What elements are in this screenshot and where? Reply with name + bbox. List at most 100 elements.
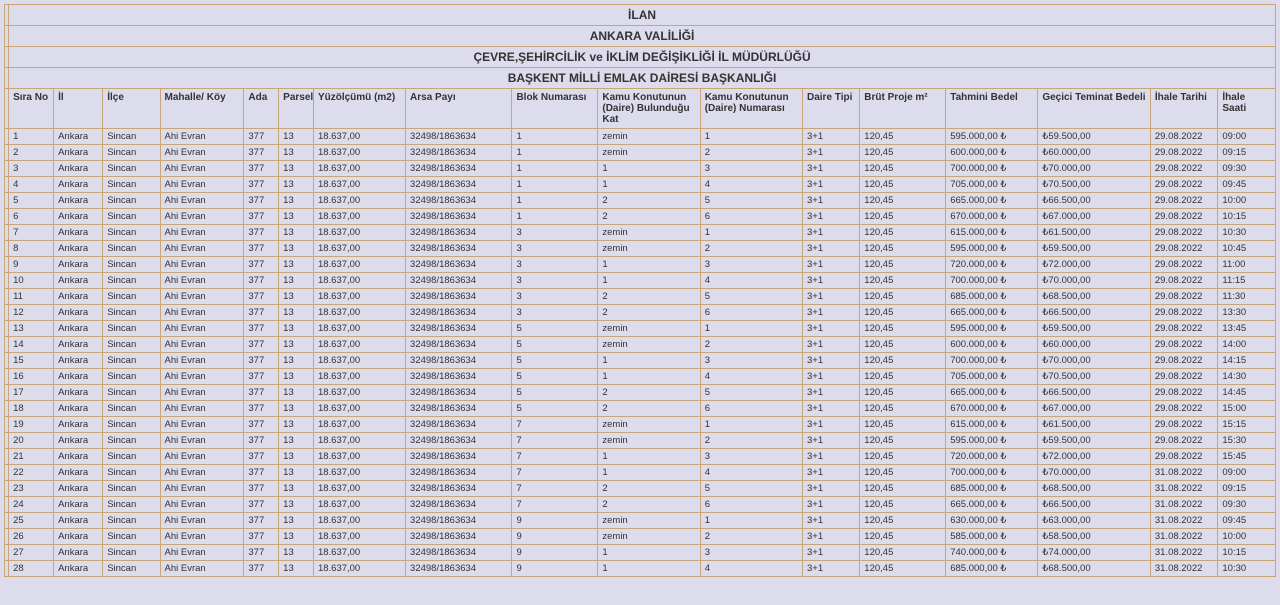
table-row: 26AnkaraSincanAhi Evran3771318.637,00324…	[5, 529, 1276, 545]
kat: 1	[598, 177, 700, 193]
sira-no: 9	[9, 257, 54, 273]
column-header: Yüzölçümü (m2)	[313, 89, 405, 129]
tarih: 31.08.2022	[1150, 465, 1218, 481]
sira-no: 19	[9, 417, 54, 433]
il: Ankara	[54, 561, 103, 577]
tarih: 29.08.2022	[1150, 321, 1218, 337]
teminat: ₺68.500,00	[1038, 289, 1151, 305]
saat: 10:00	[1218, 529, 1276, 545]
sira-no: 22	[9, 465, 54, 481]
il: Ankara	[54, 497, 103, 513]
sira-no: 15	[9, 353, 54, 369]
saat: 10:30	[1218, 561, 1276, 577]
teminat: ₺70.500,00	[1038, 369, 1151, 385]
arsa-payi: 32498/1863634	[406, 225, 512, 241]
title-row: İLAN	[5, 5, 1276, 26]
yuzolcumu: 18.637,00	[313, 481, 405, 497]
teminat: ₺63.000,00	[1038, 513, 1151, 529]
sira-no: 27	[9, 545, 54, 561]
daire-tipi: 3+1	[803, 305, 860, 321]
arsa-payi: 32498/1863634	[406, 209, 512, 225]
brut: 120,45	[860, 545, 946, 561]
teminat: ₺60.000,00	[1038, 145, 1151, 161]
parsel: 13	[279, 129, 314, 145]
brut: 120,45	[860, 433, 946, 449]
tahmini-bedel: 720.000,00 ₺	[946, 449, 1038, 465]
il: Ankara	[54, 513, 103, 529]
arsa-payi: 32498/1863634	[406, 401, 512, 417]
tarih: 29.08.2022	[1150, 337, 1218, 353]
yuzolcumu: 18.637,00	[313, 145, 405, 161]
saat: 10:15	[1218, 545, 1276, 561]
sira-no: 28	[9, 561, 54, 577]
mahalle: Ahi Evran	[160, 145, 244, 161]
parsel: 13	[279, 561, 314, 577]
sira-no: 7	[9, 225, 54, 241]
table-row: 9AnkaraSincanAhi Evran3771318.637,003249…	[5, 257, 1276, 273]
saat: 10:45	[1218, 241, 1276, 257]
table-row: 13AnkaraSincanAhi Evran3771318.637,00324…	[5, 321, 1276, 337]
daire-tipi: 3+1	[803, 529, 860, 545]
title-cell: İLAN	[9, 5, 1276, 26]
mahalle: Ahi Evran	[160, 401, 244, 417]
saat: 09:30	[1218, 161, 1276, 177]
parsel: 13	[279, 513, 314, 529]
yuzolcumu: 18.637,00	[313, 465, 405, 481]
sira-no: 4	[9, 177, 54, 193]
parsel: 13	[279, 273, 314, 289]
il: Ankara	[54, 129, 103, 145]
daire-num: 1	[700, 321, 802, 337]
daire-num: 5	[700, 385, 802, 401]
kat: zemin	[598, 433, 700, 449]
daire-num: 1	[700, 417, 802, 433]
blok: 9	[512, 529, 598, 545]
ilce: Sincan	[103, 177, 160, 193]
saat: 11:00	[1218, 257, 1276, 273]
tahmini-bedel: 700.000,00 ₺	[946, 353, 1038, 369]
tarih: 31.08.2022	[1150, 513, 1218, 529]
mahalle: Ahi Evran	[160, 417, 244, 433]
teminat: ₺70.500,00	[1038, 177, 1151, 193]
yuzolcumu: 18.637,00	[313, 497, 405, 513]
parsel: 13	[279, 289, 314, 305]
kat: zemin	[598, 529, 700, 545]
tahmini-bedel: 615.000,00 ₺	[946, 225, 1038, 241]
table-row: 7AnkaraSincanAhi Evran3771318.637,003249…	[5, 225, 1276, 241]
daire-tipi: 3+1	[803, 129, 860, 145]
ilce: Sincan	[103, 321, 160, 337]
brut: 120,45	[860, 401, 946, 417]
daire-tipi: 3+1	[803, 465, 860, 481]
yuzolcumu: 18.637,00	[313, 417, 405, 433]
kat: zemin	[598, 225, 700, 241]
ilce: Sincan	[103, 529, 160, 545]
sira-no: 24	[9, 497, 54, 513]
kat: zemin	[598, 337, 700, 353]
il: Ankara	[54, 337, 103, 353]
sira-no: 1	[9, 129, 54, 145]
parsel: 13	[279, 529, 314, 545]
arsa-payi: 32498/1863634	[406, 545, 512, 561]
mahalle: Ahi Evran	[160, 529, 244, 545]
column-header: Blok Numarası	[512, 89, 598, 129]
yuzolcumu: 18.637,00	[313, 369, 405, 385]
il: Ankara	[54, 161, 103, 177]
kat: 1	[598, 353, 700, 369]
daire-num: 6	[700, 305, 802, 321]
title-cell: BAŞKENT MİLLİ EMLAK DAİRESİ BAŞKANLIĞI	[9, 68, 1276, 89]
tarih: 29.08.2022	[1150, 225, 1218, 241]
teminat: ₺70.000,00	[1038, 465, 1151, 481]
blok: 1	[512, 161, 598, 177]
ada: 377	[244, 385, 279, 401]
teminat: ₺66.500,00	[1038, 193, 1151, 209]
table-row: 22AnkaraSincanAhi Evran3771318.637,00324…	[5, 465, 1276, 481]
teminat: ₺74.000,00	[1038, 545, 1151, 561]
column-header: Daire Tipi	[803, 89, 860, 129]
ada: 377	[244, 401, 279, 417]
daire-num: 6	[700, 209, 802, 225]
tahmini-bedel: 585.000,00 ₺	[946, 529, 1038, 545]
kat: 2	[598, 289, 700, 305]
tahmini-bedel: 700.000,00 ₺	[946, 465, 1038, 481]
tahmini-bedel: 595.000,00 ₺	[946, 433, 1038, 449]
tahmini-bedel: 685.000,00 ₺	[946, 481, 1038, 497]
saat: 14:15	[1218, 353, 1276, 369]
